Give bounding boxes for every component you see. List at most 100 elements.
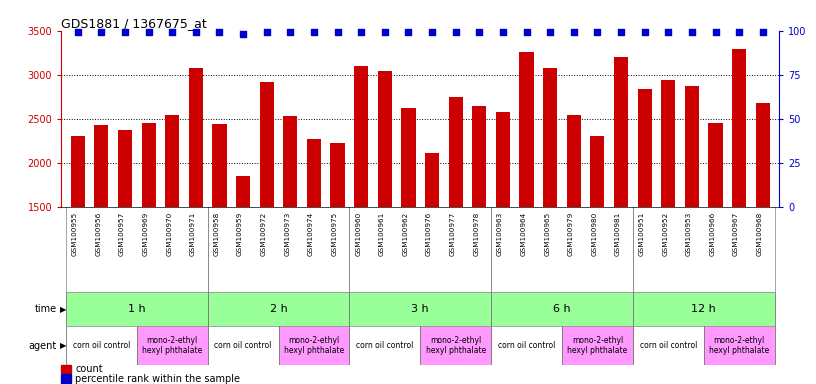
Bar [472,106,486,340]
Text: mono-2-ethyl
hexyl phthalate: mono-2-ethyl hexyl phthalate [142,336,202,355]
Bar [732,49,746,340]
Point [95,30,108,36]
Point [237,31,250,37]
Text: GSM100969: GSM100969 [143,212,149,256]
Bar [685,86,699,340]
Text: GSM100977: GSM100977 [450,212,455,256]
Bar [562,326,633,365]
Bar [661,80,676,340]
Point [331,30,344,36]
Text: 12 h: 12 h [691,304,716,314]
Text: GSM100972: GSM100972 [260,212,267,256]
Bar [566,114,581,340]
Bar [137,326,207,365]
Point [614,30,628,36]
Text: GSM100966: GSM100966 [709,212,716,256]
Text: corn oil control: corn oil control [640,341,697,350]
Bar [165,114,180,340]
Point [118,30,131,36]
Point [543,30,557,36]
Text: corn oil control: corn oil control [356,341,414,350]
Text: GSM100964: GSM100964 [521,212,526,256]
Point [402,30,415,36]
Text: percentile rank within the sample: percentile rank within the sample [75,374,240,384]
Text: GSM100959: GSM100959 [237,212,243,256]
Bar [283,116,297,340]
Bar [496,112,510,340]
Text: GSM100953: GSM100953 [686,212,692,256]
Text: GSM100970: GSM100970 [166,212,172,256]
Bar [349,326,420,365]
Text: GSM100957: GSM100957 [119,212,125,256]
Bar [420,326,491,365]
Point [472,30,486,36]
Bar [543,68,557,340]
Point [355,30,368,36]
Bar [71,136,85,340]
Point [308,30,321,36]
Text: GSM100980: GSM100980 [592,212,597,256]
Text: corn oil control: corn oil control [215,341,272,350]
Bar [212,124,227,340]
Text: GSM100961: GSM100961 [379,212,385,256]
Point [591,30,604,36]
Text: mono-2-ethyl
hexyl phthalate: mono-2-ethyl hexyl phthalate [709,336,769,355]
Bar [520,52,534,340]
Point [213,30,226,36]
Bar [491,326,562,365]
Bar [118,130,132,340]
Text: mono-2-ethyl
hexyl phthalate: mono-2-ethyl hexyl phthalate [567,336,628,355]
Point [567,30,580,36]
Text: GSM100962: GSM100962 [402,212,409,256]
Bar [637,89,652,340]
Text: GSM100958: GSM100958 [214,212,220,256]
Bar [401,108,415,340]
Bar [425,154,439,340]
Bar [703,326,774,365]
Bar [307,139,321,340]
Bar [756,103,769,340]
Bar [349,292,491,326]
Text: GSM100971: GSM100971 [190,212,196,256]
Text: 3 h: 3 h [411,304,429,314]
Point [496,30,509,36]
Bar [66,326,137,365]
Bar [188,68,203,340]
Text: ▶: ▶ [60,341,66,350]
Point [379,30,392,36]
Text: GSM100975: GSM100975 [331,212,338,256]
Bar [449,97,463,340]
Text: count: count [75,364,103,374]
Bar [633,326,703,365]
Point [733,30,746,36]
Bar [66,292,207,326]
Bar [278,326,349,365]
Text: GSM100960: GSM100960 [355,212,361,256]
Text: GSM100978: GSM100978 [473,212,479,256]
Text: corn oil control: corn oil control [498,341,555,350]
Text: 6 h: 6 h [553,304,570,314]
Text: GDS1881 / 1367675_at: GDS1881 / 1367675_at [61,17,207,30]
Point [71,30,84,36]
Text: GSM100967: GSM100967 [733,212,739,256]
Point [685,30,698,36]
Text: GSM100955: GSM100955 [72,212,78,256]
Text: GSM100976: GSM100976 [426,212,432,256]
Text: agent: agent [29,341,57,351]
Bar [207,326,278,365]
Text: GSM100973: GSM100973 [284,212,290,256]
Text: GSM100963: GSM100963 [497,212,503,256]
Bar [354,66,368,340]
Bar [708,122,723,340]
Bar [61,374,71,383]
Bar [236,175,251,340]
Text: 2 h: 2 h [269,304,287,314]
Point [662,30,675,36]
Point [284,30,297,36]
Bar [590,136,605,340]
Text: ▶: ▶ [60,305,66,314]
Point [520,30,533,36]
Point [166,30,179,36]
Point [756,30,769,36]
Bar [633,292,774,326]
